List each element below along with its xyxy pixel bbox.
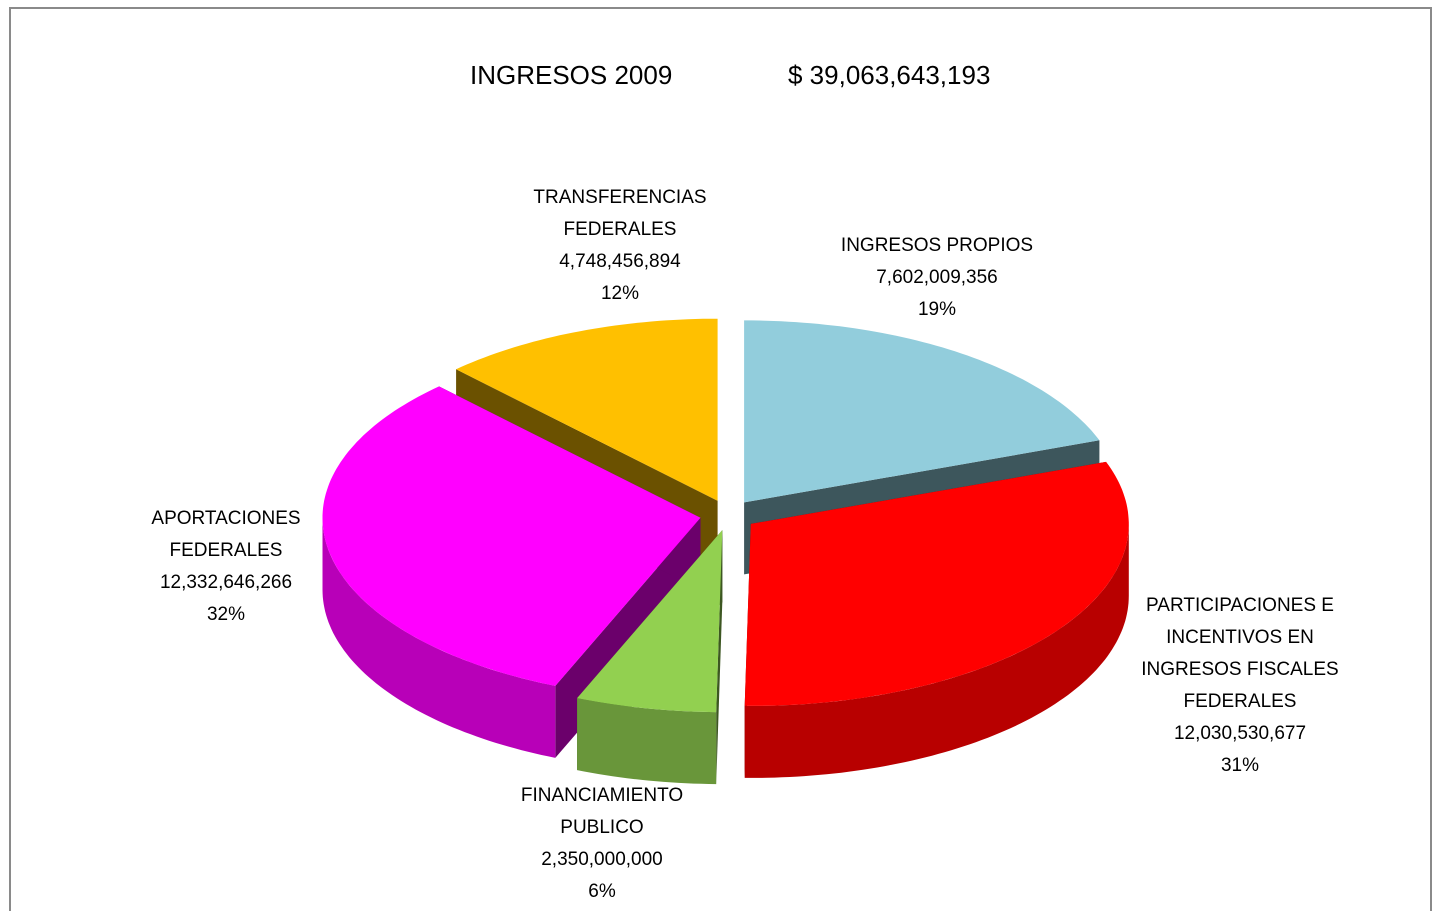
value-label: 4,748,456,894 (559, 251, 681, 272)
slice (577, 530, 723, 785)
slice-top (744, 461, 1129, 706)
data-label: TRANSFERENCIAS FEDERALES 4,748,456,894 12% (505, 182, 735, 310)
slice-wall (322, 517, 556, 758)
percentage-label: 31% (1220, 755, 1260, 776)
slice-top (322, 386, 701, 686)
value-label: 12,030,530,677 (1173, 723, 1307, 744)
category-label: APORTACIONES FEDERALES (151, 508, 301, 561)
data-label: FINANCIAMIENTO PUBLICO 2,350,000,000 6% (497, 780, 707, 908)
percentage-label: 32% (206, 604, 246, 625)
pie (322, 318, 1129, 785)
slice-top (577, 530, 723, 713)
percentage-label: 6% (588, 881, 616, 902)
category-label: TRANSFERENCIAS FEDERALES (533, 187, 707, 240)
percentage-label: 19% (917, 299, 957, 320)
slice-wall (577, 698, 717, 785)
value-label: 12,332,646,266 (159, 572, 293, 593)
total-label: $ 39,063,643,193 (788, 60, 991, 90)
value-label: 7,602,009,356 (876, 267, 998, 288)
slice-wall (744, 523, 1129, 778)
chart-frame (9, 7, 1432, 911)
slice (744, 461, 1129, 778)
percentage-label: 12% (600, 283, 640, 304)
value-label: 2,350,000,000 (541, 849, 663, 870)
category-label: FINANCIAMIENTO PUBLICO (520, 785, 684, 838)
chart-title: INGRESOS 2009 (470, 60, 673, 90)
slice-top (744, 320, 1100, 503)
slice-top (456, 318, 718, 501)
data-label: APORTACIONES FEDERALES 12,332,646,266 32% (121, 503, 331, 631)
data-label: PARTICIPACIONES E INCENTIVOS EN INGRESOS… (1120, 590, 1360, 782)
data-label: INGRESOS PROPIOS 7,602,009,356 19% (812, 230, 1062, 326)
category-label: PARTICIPACIONES E INCENTIVOS EN INGRESOS… (1141, 595, 1339, 712)
category-label: INGRESOS PROPIOS (840, 235, 1034, 256)
